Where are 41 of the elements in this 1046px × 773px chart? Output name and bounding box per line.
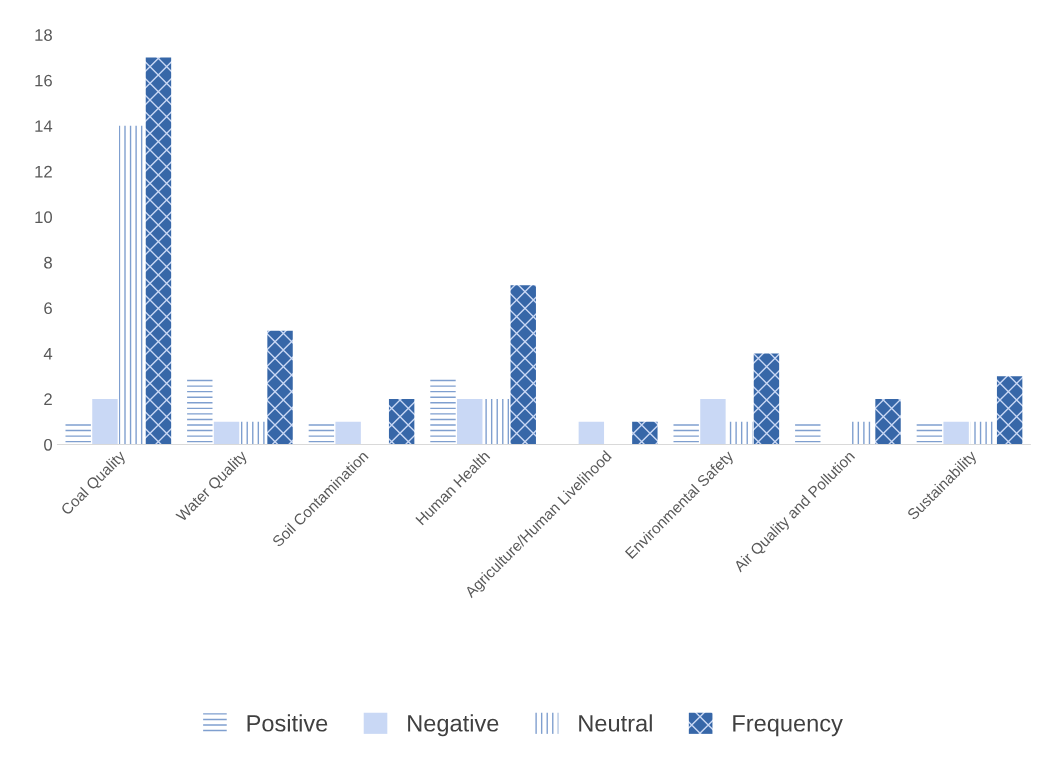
y-tick-label: 10 (35, 211, 53, 224)
y-tick-label: 16 (35, 74, 52, 87)
bar (457, 398, 483, 445)
y-tick-label: 6 (44, 302, 52, 315)
bar (753, 353, 780, 445)
legend-label: Positive (247, 714, 328, 732)
bar (700, 398, 726, 445)
bar (875, 398, 901, 445)
bar (308, 421, 335, 445)
bar (92, 398, 118, 445)
bar (240, 421, 267, 445)
legend-label: Neutral (579, 714, 652, 732)
y-tick-label: 8 (44, 256, 52, 269)
bar (213, 421, 240, 445)
y-tick-label: 0 (44, 438, 53, 451)
y-tick-label: 2 (44, 393, 52, 405)
legend-label: Negative (408, 714, 499, 737)
bar (119, 125, 145, 445)
bar (578, 421, 605, 445)
y-tick-label: 14 (35, 120, 53, 132)
bar (483, 398, 510, 445)
bar (943, 421, 969, 445)
bar (726, 421, 753, 445)
bar (267, 330, 293, 445)
y-tick-label: 18 (35, 29, 52, 41)
y-tick-label: 4 (43, 348, 53, 360)
bar (970, 421, 996, 445)
bar (187, 376, 213, 445)
y-tick-label: 12 (35, 165, 52, 178)
bar (388, 398, 415, 445)
bar (916, 421, 943, 445)
bar (996, 376, 1023, 445)
bar (673, 421, 699, 445)
bar (65, 421, 91, 445)
legend-label: Frequency (733, 715, 843, 737)
bar (510, 285, 536, 445)
bar (145, 57, 172, 445)
bar (335, 421, 361, 445)
bar (632, 421, 658, 445)
bar (430, 376, 456, 445)
bar (795, 421, 821, 445)
